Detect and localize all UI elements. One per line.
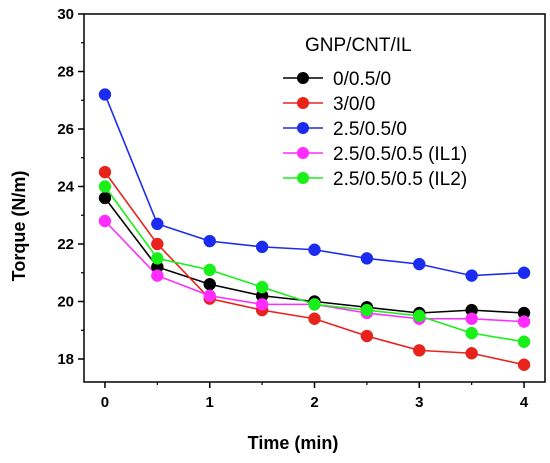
data-point [98, 88, 112, 101]
series-line [104, 171, 525, 366]
legend-item: 2.5/0.5/0.5 (IL2) [283, 169, 467, 190]
data-point [465, 347, 478, 360]
legend-label: 3/0/0 [333, 94, 375, 115]
y-tick-label: 22 [57, 236, 74, 253]
data-point [151, 252, 164, 265]
data-point [308, 312, 321, 325]
legend-item: 0/0.5/0 [283, 69, 391, 90]
x-tick-label: 4 [520, 394, 529, 411]
legend-label: 2.5/0.5/0.5 (IL2) [333, 169, 467, 190]
y-axis-title: Torque (N/m) [9, 171, 29, 282]
x-axis-title: Time (min) [248, 433, 339, 453]
data-point [203, 278, 216, 291]
data-point [255, 240, 269, 254]
data-point [255, 280, 269, 294]
data-point [360, 252, 374, 265]
data-point [413, 309, 426, 323]
legend-swatch-marker [297, 72, 309, 84]
data-point [465, 326, 478, 340]
legend-label: 0/0.5/0 [333, 69, 391, 90]
data-point [465, 312, 478, 325]
data-point [517, 358, 531, 371]
data-point [98, 165, 112, 179]
data-point [517, 315, 531, 328]
x-tick-label: 3 [415, 394, 423, 411]
data-point [465, 269, 478, 282]
series-markers-2 [98, 88, 531, 282]
data-point [360, 329, 374, 343]
data-point [151, 269, 164, 282]
data-point [151, 237, 164, 251]
plot-frame [83, 13, 546, 383]
legend-title: GNP/CNT/IL [305, 35, 412, 56]
data-point [360, 303, 374, 317]
legend: GNP/CNT/IL 0/0.5/0 3/0/0 2.5/0.5/0 2.5/0.5/… [283, 35, 467, 190]
legend-swatch-marker [297, 172, 309, 184]
data-point [203, 234, 216, 248]
x-tick-label: 2 [310, 394, 318, 411]
data-point [98, 214, 112, 228]
data-point [203, 263, 216, 277]
y-tick-label: 18 [57, 351, 74, 368]
legend-item: 3/0/0 [283, 94, 375, 115]
legend-label: 2.5/0.5/0.5 (IL1) [333, 144, 467, 165]
legend-item: 2.5/0.5/0.5 (IL1) [283, 144, 467, 165]
data-point [203, 289, 216, 302]
data-point [517, 335, 531, 348]
legend-swatch-marker [297, 97, 309, 109]
data-point [413, 344, 426, 357]
data-point [151, 217, 164, 231]
data-point [98, 180, 112, 193]
y-tick-label: 28 [57, 64, 74, 81]
legend-swatch-marker [297, 147, 309, 159]
data-point [308, 243, 321, 256]
series-markers-4 [98, 180, 531, 348]
data-point [308, 298, 321, 311]
data-point [98, 191, 112, 205]
series-1 [104, 171, 525, 366]
data-point [413, 257, 426, 271]
legend-label: 2.5/0.5/0 [333, 119, 407, 140]
y-tick-label: 20 [57, 294, 74, 311]
data-point [255, 298, 269, 311]
x-tick-label: 0 [101, 394, 109, 411]
y-tick-label: 24 [57, 179, 74, 196]
x-tick-label: 1 [206, 394, 214, 411]
legend-swatch-marker [297, 122, 309, 134]
y-tick-label: 30 [57, 6, 74, 23]
data-point [517, 266, 531, 279]
y-tick-label: 26 [57, 121, 74, 138]
legend-item: 2.5/0.5/0 [283, 119, 407, 140]
